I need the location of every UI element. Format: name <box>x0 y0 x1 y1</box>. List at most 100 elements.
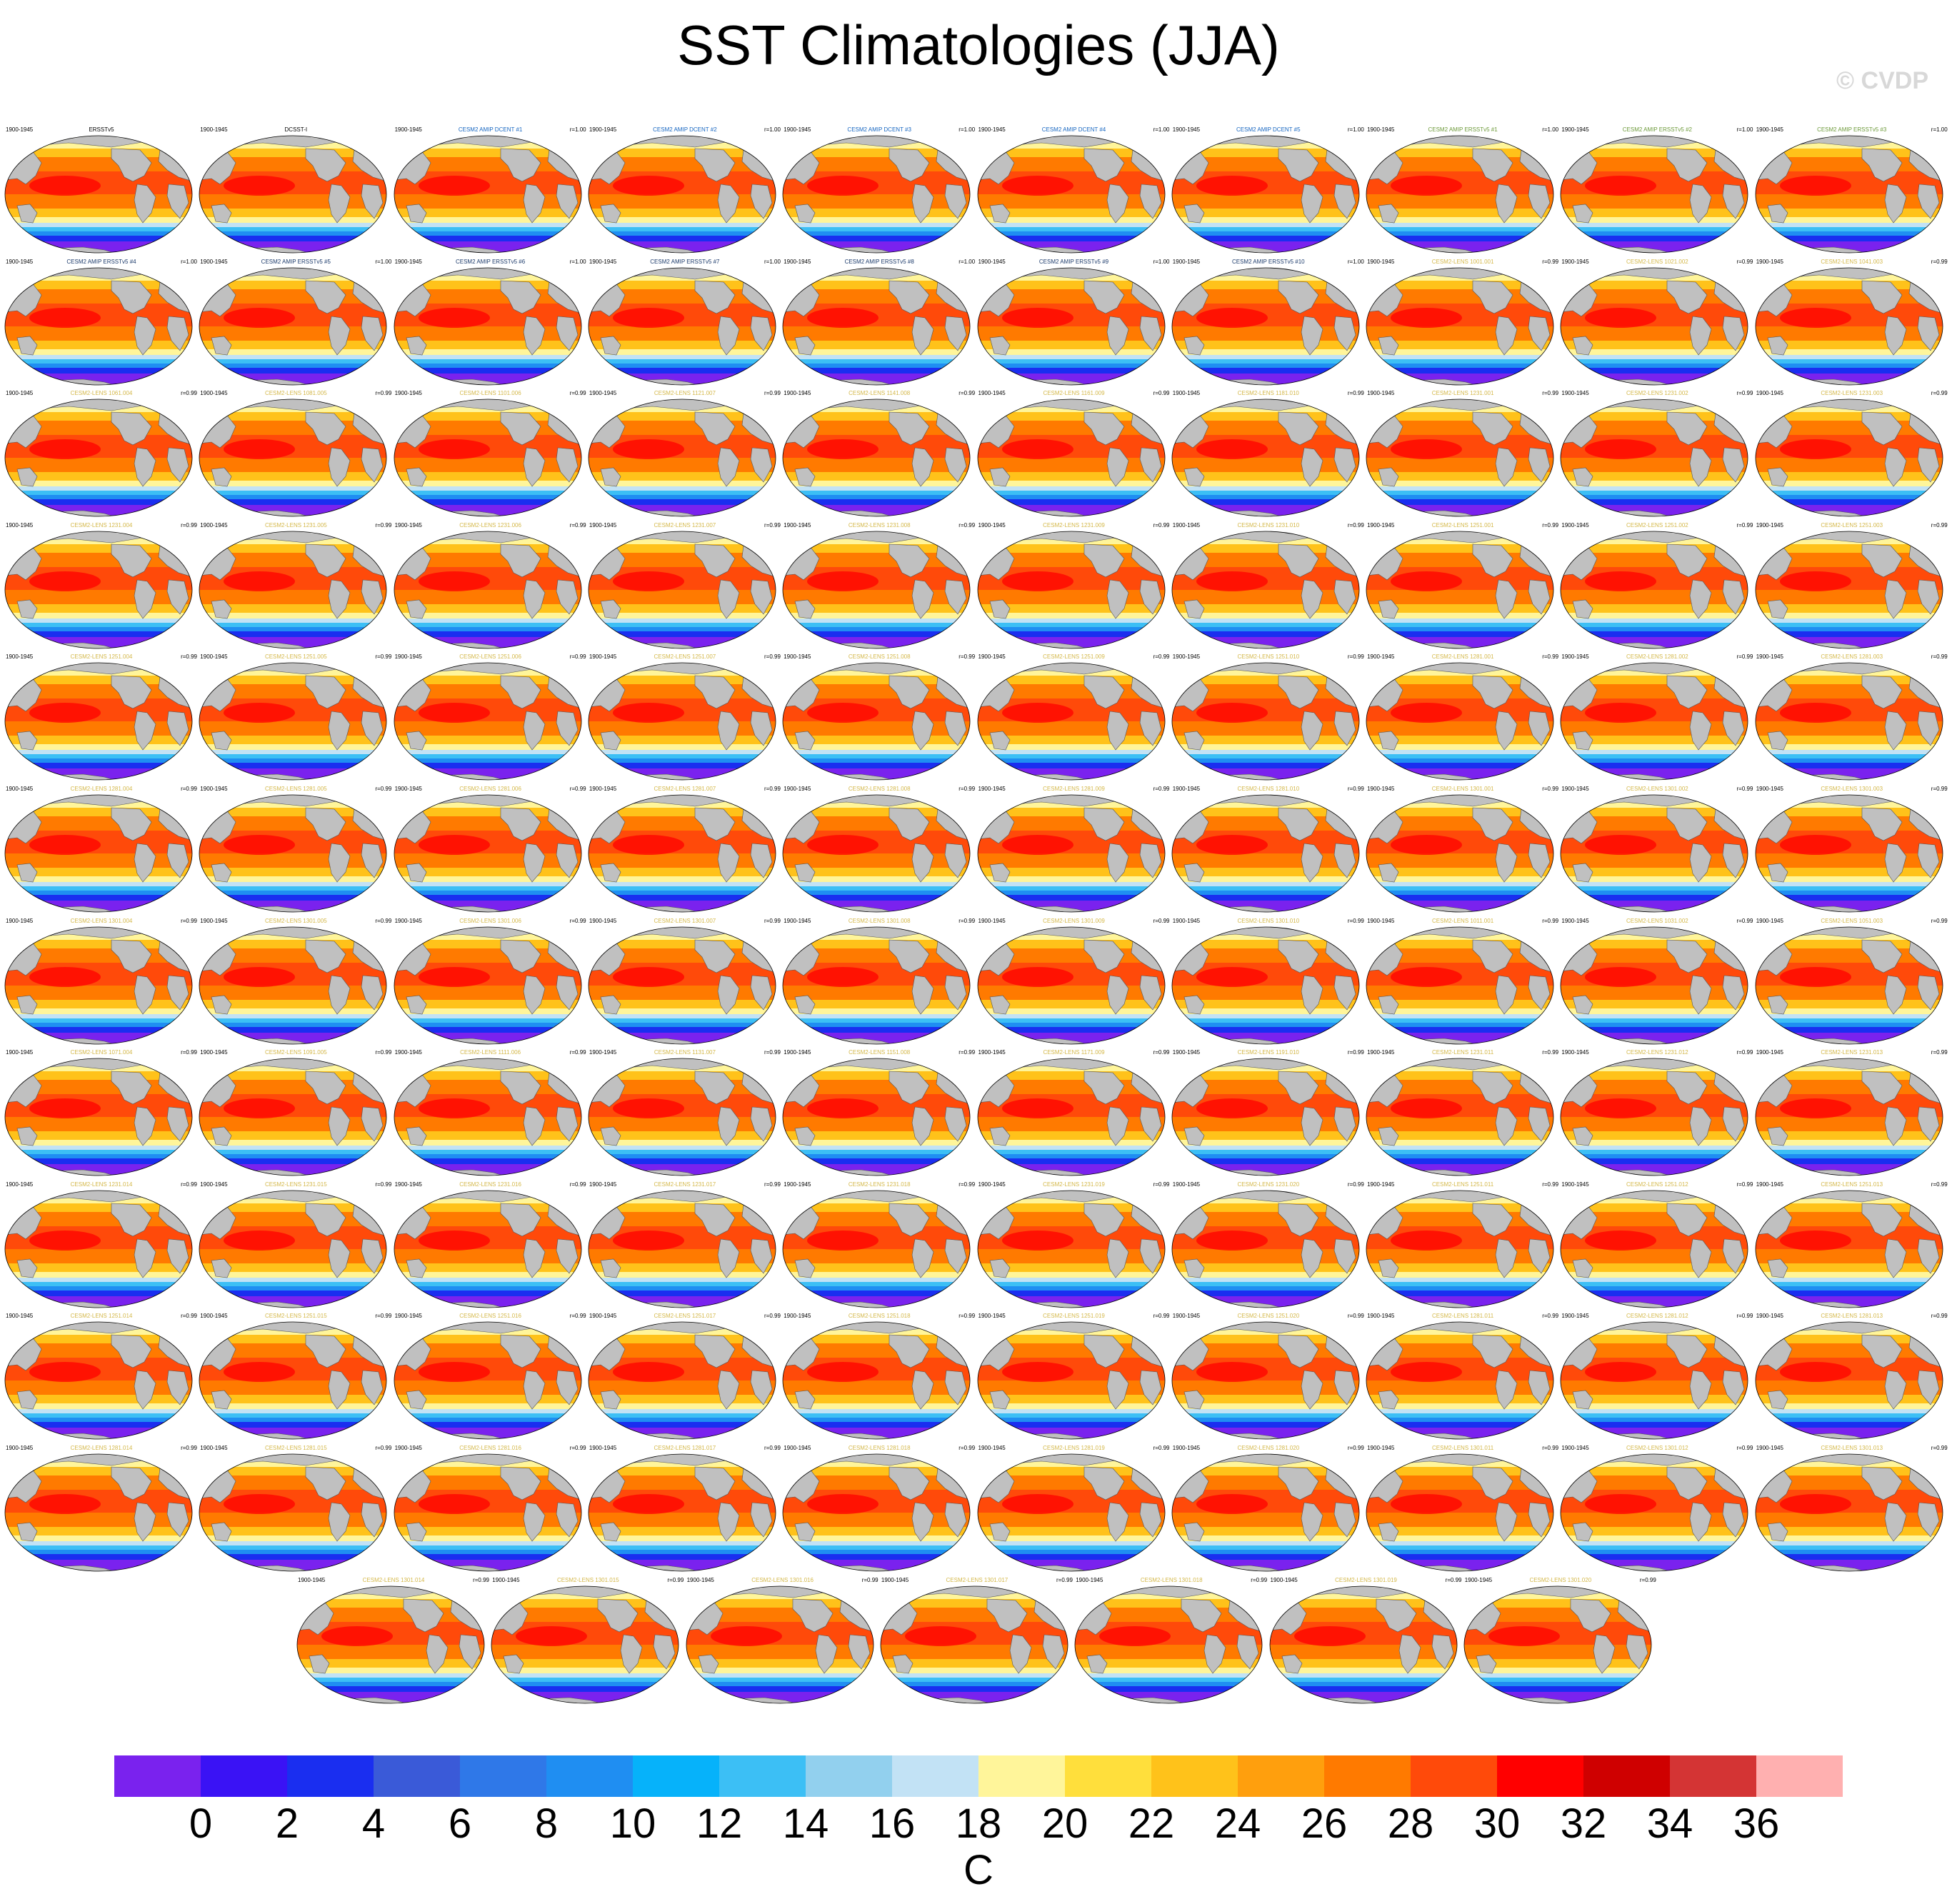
panel-period: 1900-1945 <box>1172 1181 1201 1188</box>
panel-correlation: r=0.99 <box>181 917 197 924</box>
panel-title: CESM2-LENS 1301.012 <box>1626 1445 1688 1451</box>
map-panel: 1900-1945 CESM2-LENS 1281.016 r=0.99 <box>394 1444 588 1576</box>
map-panel: 1900-1945 CESM2-LENS 1281.018 r=0.99 <box>782 1444 976 1576</box>
panel-title: CESM2-LENS 1231.018 <box>848 1181 911 1188</box>
panel-period: 1900-1945 <box>1756 1049 1783 1056</box>
panel-period: 1900-1945 <box>200 521 228 528</box>
sst-map <box>4 794 193 913</box>
map-panel: 1900-1945 CESM2-LENS 1231.018 r=0.99 <box>782 1181 976 1313</box>
panel-correlation: r=0.99 <box>375 521 392 528</box>
panel-period: 1900-1945 <box>978 786 1006 792</box>
sst-map <box>977 794 1165 913</box>
sst-map <box>199 399 387 517</box>
panel-correlation: r=0.99 <box>181 1313 197 1320</box>
panel-title: CESM2-LENS 1161.009 <box>1043 390 1105 397</box>
sst-map <box>1560 267 1748 385</box>
map-panel: 1900-1945 CESM2-LENS 1231.016 r=0.99 <box>394 1181 588 1313</box>
map-panel: 1900-1945 CESM2-LENS 1281.009 r=0.99 <box>977 785 1171 917</box>
map-panel: 1900-1945 CESM2-LENS 1301.001 r=0.99 <box>1366 785 1560 917</box>
panel-correlation: r=0.99 <box>1931 653 1948 661</box>
panel-period: 1900-1945 <box>1172 1445 1201 1451</box>
panel-title: CESM2-LENS 1131.007 <box>654 1049 716 1056</box>
panel-title: ERSSTv5 <box>89 126 114 133</box>
map-panel: 1900-1945 CESM2-LENS 1081.005 r=0.99 <box>199 389 393 521</box>
panel-correlation: r=0.99 <box>1931 1445 1948 1451</box>
sst-map <box>1366 267 1554 385</box>
sst-map <box>4 531 193 649</box>
map-panel: 1900-1945 CESM2-LENS 1091.005 r=0.99 <box>199 1048 393 1181</box>
sst-map <box>394 531 581 649</box>
panel-correlation: r=1.00 <box>569 258 586 265</box>
panel-title: CESM2-LENS 1231.014 <box>70 1181 133 1188</box>
panel-title: CESM2 AMIP ERSSTv5 #7 <box>650 258 720 265</box>
map-panel: 1900-1945 CESM2-LENS 1231.014 r=0.99 <box>4 1181 199 1313</box>
panel-period: 1900-1945 <box>1367 390 1395 397</box>
panel-title: CESM2-LENS 1231.007 <box>654 521 716 528</box>
panel-title: CESM2-LENS 1231.005 <box>264 521 327 528</box>
map-panel: 1900-1945 CESM2-LENS 1281.014 r=0.99 <box>4 1444 199 1576</box>
sst-map <box>1366 135 1554 254</box>
map-panel: 1900-1945 CESM2 AMIP DCENT #4 r=1.00 <box>977 126 1171 258</box>
panel-period: 1900-1945 <box>978 258 1006 265</box>
panel-title: CESM2-LENS 1301.006 <box>459 917 521 924</box>
map-panel: 1900-1945 CESM2-LENS 1301.016 r=0.99 <box>686 1576 880 1708</box>
panel-title: CESM2-LENS 1251.019 <box>1043 1313 1105 1320</box>
map-panel: 1900-1945 CESM2-LENS 1301.013 r=0.99 <box>1755 1444 1949 1576</box>
panel-correlation: r=0.99 <box>569 786 586 792</box>
panel-period: 1900-1945 <box>1172 126 1201 133</box>
panel-period: 1900-1945 <box>1561 653 1589 661</box>
panel-period: 1900-1945 <box>298 1576 326 1583</box>
map-panel: 1900-1945 CESM2-LENS 1191.010 r=0.99 <box>1171 1048 1366 1181</box>
map-panel: 1900-1945 CESM2-LENS 1281.012 r=0.99 <box>1560 1312 1754 1444</box>
panel-correlation: r=0.99 <box>1153 1445 1170 1451</box>
panel-title: CESM2-LENS 1281.010 <box>1237 786 1300 792</box>
panel-period: 1900-1945 <box>881 1576 909 1583</box>
panel-correlation: r=0.99 <box>1736 1445 1753 1451</box>
panel-title: CESM2-LENS 1251.009 <box>1043 653 1105 661</box>
panel-title: CESM2-LENS 1301.019 <box>1335 1576 1397 1583</box>
panel-title: CESM2-LENS 1231.017 <box>654 1181 716 1188</box>
panel-title: CESM2 AMIP DCENT #1 <box>458 126 523 133</box>
panel-period: 1900-1945 <box>784 1181 811 1188</box>
sst-map <box>977 1058 1165 1176</box>
colorbar-tick-label: 14 <box>782 1800 829 1847</box>
panel-period: 1900-1945 <box>6 1313 34 1320</box>
map-panel: 1900-1945 CESM2-LENS 1231.013 r=0.99 <box>1755 1048 1949 1181</box>
panel-correlation: r=0.99 <box>181 390 197 397</box>
panel-period: 1900-1945 <box>6 390 34 397</box>
panel-title: CESM2-LENS 1091.005 <box>264 1049 327 1056</box>
colorbar-swatch <box>1324 1755 1411 1797</box>
map-panel: 1900-1945 CESM2-LENS 1281.017 r=0.99 <box>588 1444 782 1576</box>
sst-map <box>1560 926 1748 1044</box>
panel-period: 1900-1945 <box>1076 1576 1103 1583</box>
panel-correlation: r=0.99 <box>1056 1576 1073 1583</box>
panel-title: CESM2 AMIP ERSSTv5 #3 <box>1817 126 1887 133</box>
panel-correlation: r=0.99 <box>667 1576 684 1583</box>
map-panel: 1900-1945 CESM2 AMIP DCENT #2 r=1.00 <box>588 126 782 258</box>
map-panel: 1900-1945 CESM2-LENS 1281.013 r=0.99 <box>1755 1312 1949 1444</box>
panel-period: 1900-1945 <box>784 390 811 397</box>
panel-title: CESM2-LENS 1081.005 <box>264 390 327 397</box>
map-panel: 1900-1945 CESM2-LENS 1281.006 r=0.99 <box>394 785 588 917</box>
panel-correlation: r=0.99 <box>1542 521 1559 528</box>
map-panel: 1900-1945 CESM2-LENS 1041.003 r=0.99 <box>1755 258 1949 390</box>
colorbar-swatch <box>806 1755 892 1797</box>
panel-correlation: r=0.99 <box>959 917 976 924</box>
sst-map <box>1755 399 1943 517</box>
panel-period: 1900-1945 <box>1367 917 1395 924</box>
map-panel: 1900-1945 CESM2-LENS 1301.006 r=0.99 <box>394 917 588 1049</box>
map-panel: 1900-1945 CESM2-LENS 1301.015 r=0.99 <box>491 1576 685 1708</box>
panel-correlation: r=0.99 <box>1153 786 1170 792</box>
panel-title: CESM2-LENS 1301.011 <box>1432 1445 1494 1451</box>
panel-period: 1900-1945 <box>6 786 34 792</box>
panel-period: 1900-1945 <box>784 917 811 924</box>
sst-map <box>394 794 581 913</box>
sst-map <box>977 926 1165 1044</box>
panel-correlation: r=0.99 <box>1347 521 1364 528</box>
panel-title: CESM2 AMIP DCENT #2 <box>653 126 717 133</box>
colorbar-tick-label: 32 <box>1560 1800 1607 1847</box>
sst-map <box>1755 267 1943 385</box>
panel-correlation: r=0.99 <box>1542 1445 1559 1451</box>
panel-period: 1900-1945 <box>784 1313 811 1320</box>
colorbar-swatch <box>374 1755 460 1797</box>
